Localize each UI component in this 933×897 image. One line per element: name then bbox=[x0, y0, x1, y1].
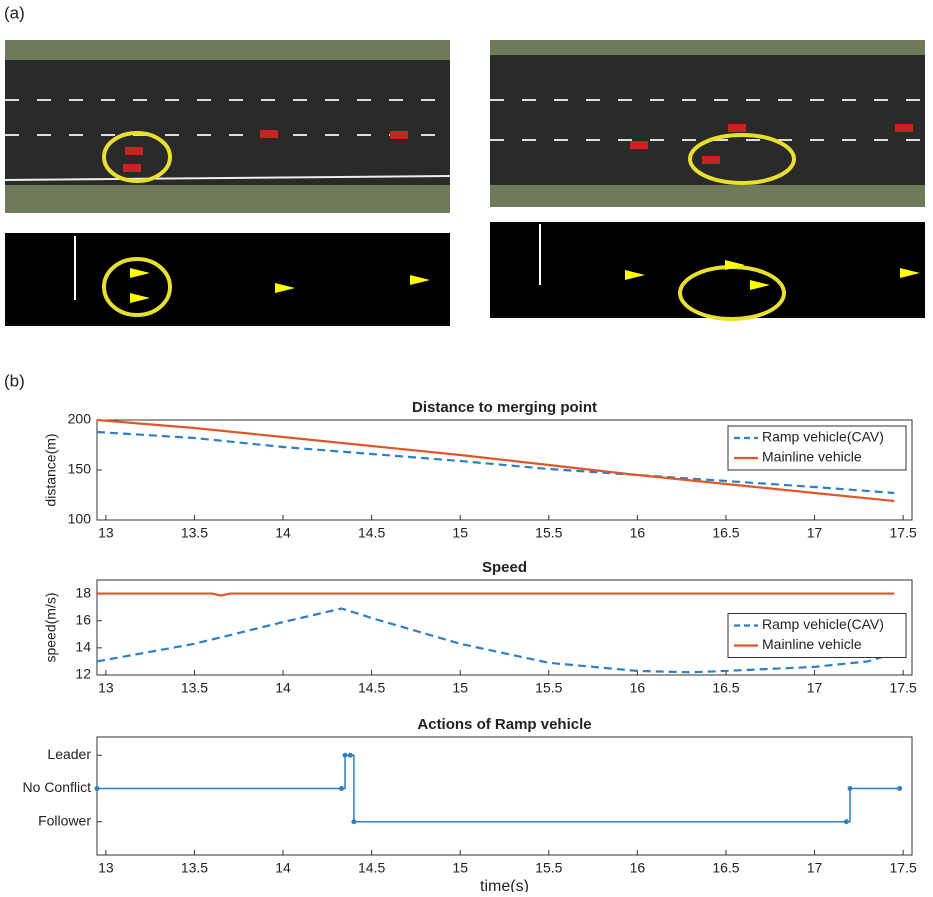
x-tick-label: 15.5 bbox=[535, 680, 562, 696]
y-tick-label: 12 bbox=[75, 666, 91, 682]
x-tick-label: 17.5 bbox=[890, 860, 917, 876]
x-tick-label: 13.5 bbox=[181, 680, 208, 696]
series-line bbox=[96, 418, 895, 503]
legend-label: Mainline vehicle bbox=[762, 636, 862, 652]
point-marker bbox=[351, 819, 357, 825]
x-tick-label: 14 bbox=[275, 680, 291, 696]
x-tick-label: 17 bbox=[807, 680, 823, 696]
chart-title: Speed bbox=[482, 559, 527, 576]
x-tick-label: 14.5 bbox=[358, 860, 385, 876]
x-tick-label: 16.5 bbox=[712, 680, 739, 696]
point-marker bbox=[339, 786, 344, 792]
series-line bbox=[96, 607, 895, 674]
x-tick-label: 17.5 bbox=[890, 680, 917, 696]
chart-title: Distance to merging point bbox=[412, 399, 597, 416]
x-tick-label: 13 bbox=[98, 680, 114, 696]
x-tick-label: 13 bbox=[98, 525, 114, 541]
x-tick-label: 17 bbox=[807, 525, 823, 541]
x-tick-label: 15.5 bbox=[535, 525, 562, 541]
x-tick-label: 14 bbox=[275, 860, 291, 876]
x-tick-label: 16 bbox=[630, 525, 646, 541]
y-tick-label: 150 bbox=[68, 461, 92, 477]
legend-box bbox=[727, 425, 907, 471]
x-tick-label: 14.5 bbox=[358, 525, 385, 541]
x-tick-label: 14 bbox=[275, 525, 291, 541]
y-axis-label: distance(m) bbox=[43, 433, 59, 506]
legend-label: Ramp vehicle(CAV) bbox=[762, 616, 884, 632]
x-tick-label: 17.5 bbox=[890, 525, 917, 541]
x-tick-label: 13.5 bbox=[181, 860, 208, 876]
point-marker bbox=[843, 819, 849, 825]
panel-label: (b) bbox=[4, 371, 25, 390]
series-line bbox=[96, 430, 895, 495]
x-tick-label: 16.5 bbox=[712, 525, 739, 541]
x-tick-label: 13 bbox=[98, 860, 114, 876]
y-tick-label: 200 bbox=[68, 411, 92, 427]
legend: Ramp vehicle(CAV) Mainline vehicle bbox=[727, 425, 907, 471]
legend-box bbox=[727, 613, 907, 658]
simulation-view bbox=[5, 233, 450, 326]
panel-label: (a) bbox=[4, 3, 25, 22]
y-tick-label: 18 bbox=[75, 584, 91, 600]
point-marker bbox=[347, 752, 353, 758]
x-tick-label: 15 bbox=[452, 680, 468, 696]
x-tick-label: 16 bbox=[630, 860, 646, 876]
simulation-view bbox=[490, 222, 925, 321]
y-axis-label: speed(m/s) bbox=[43, 592, 59, 662]
legend-label: Mainline vehicle bbox=[762, 449, 862, 465]
y-tick-label: 14 bbox=[75, 639, 91, 655]
x-tick-label: 14.5 bbox=[358, 680, 385, 696]
y-tick-label: 100 bbox=[68, 511, 92, 527]
y-tick-label: Leader bbox=[47, 746, 91, 762]
y-tick-label: Follower bbox=[38, 812, 91, 828]
point-marker bbox=[94, 786, 100, 792]
x-tick-label: 16 bbox=[630, 680, 646, 696]
legend-label: Ramp vehicle(CAV) bbox=[762, 429, 884, 445]
x-tick-label: 15.5 bbox=[535, 860, 562, 876]
point-marker bbox=[847, 786, 853, 792]
plot-area bbox=[96, 736, 913, 856]
x-tick-label: 13.5 bbox=[181, 525, 208, 541]
chart-title: Actions of Ramp vehicle bbox=[417, 716, 591, 733]
point-marker bbox=[342, 752, 348, 758]
legend: Ramp vehicle(CAV) Mainline vehicle bbox=[727, 613, 907, 658]
y-tick-label: 16 bbox=[75, 611, 91, 627]
x-axis-label: time(s) bbox=[480, 878, 529, 892]
point-marker bbox=[897, 786, 903, 792]
aerial-photo bbox=[4, 40, 451, 213]
x-tick-label: 15 bbox=[452, 860, 468, 876]
series-line bbox=[97, 592, 895, 597]
aerial-photo bbox=[490, 40, 925, 207]
x-tick-label: 17 bbox=[807, 860, 823, 876]
y-tick-label: No Conflict bbox=[23, 779, 92, 795]
x-tick-label: 15 bbox=[452, 525, 468, 541]
x-tick-label: 16.5 bbox=[712, 860, 739, 876]
